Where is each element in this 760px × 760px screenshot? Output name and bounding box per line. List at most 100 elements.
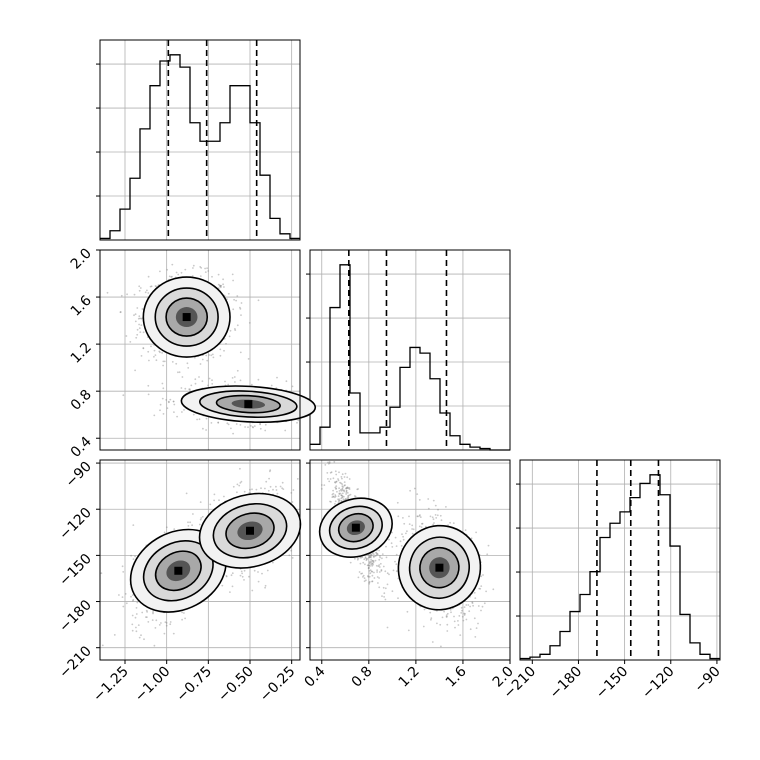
sample-point [435,517,438,519]
sample-point [169,623,172,626]
sample-point [395,545,398,547]
sample-point [266,569,269,572]
sample-point [134,555,137,558]
sample-point [432,523,434,526]
sample-point [431,641,434,643]
sample-point [198,418,201,421]
sample-point [375,552,378,554]
sample-point [199,275,202,277]
sample-point [166,407,169,410]
sample-point [202,427,204,430]
sample-point [347,487,350,490]
sample-point [165,526,168,529]
sample-point [239,482,242,484]
sample-point [163,531,166,534]
sample-point [269,469,272,472]
sample-point [369,555,372,557]
sample-point [420,526,423,528]
sample-point [138,315,141,318]
sample-point [383,592,386,595]
sample-point [345,487,348,490]
sample-point [402,535,404,538]
sample-point [358,571,361,573]
sample-point [148,359,150,362]
sample-point [192,513,194,515]
sample-point [134,616,137,619]
sample-point [382,565,385,568]
sample-point [385,556,388,559]
sample-point [171,263,174,266]
sample-point [206,267,209,270]
sample-point [374,559,377,562]
sample-point [272,488,274,491]
sample-point [173,528,176,530]
sample-point [142,347,145,350]
y-tick-label: −210 [56,643,95,682]
sample-point [329,471,332,474]
sample-point [465,618,468,621]
sample-point [234,328,236,330]
sample-point [180,387,183,389]
sample-point [429,515,432,518]
sample-point [409,489,411,492]
sample-point [236,324,239,327]
sample-point [330,501,332,503]
sample-point [376,552,379,555]
sample-point [334,481,336,484]
sample-point [368,581,371,584]
x-tick-label: −0.75 [174,664,216,706]
sample-point [343,489,345,492]
sample-point [464,612,466,615]
sample-point [462,619,465,622]
sample-point [408,523,411,525]
sample-point [131,623,134,626]
sample-point [189,521,192,524]
sample-point [178,371,181,374]
sample-point [334,495,337,498]
sample-point [147,393,150,396]
sample-point [406,610,409,613]
sample-point [136,601,139,604]
sample-point [445,614,448,616]
sample-point [372,555,375,558]
sample-point [291,557,294,559]
sample-point [338,499,341,502]
sample-point [268,477,270,480]
sample-point [348,494,351,497]
sample-point [474,597,477,599]
sample-point [341,487,344,490]
sample-point [364,556,367,559]
sample-point [177,273,180,276]
sample-point [344,498,347,500]
y-tick-label: 1.6 [68,293,95,320]
sample-point [345,486,348,489]
sample-point [337,495,340,497]
sample-point [132,598,135,601]
sample-point [348,478,351,480]
sample-point [340,482,342,485]
sample-point [252,426,255,429]
sample-point [227,292,230,295]
sample-point [297,419,300,422]
sample-point [217,283,220,286]
sample-point [167,400,170,403]
sample-point [194,378,197,381]
sample-point [362,574,365,577]
sample-point [328,462,331,464]
sample-point [185,492,188,495]
sample-point [147,350,150,353]
sample-point [407,629,410,632]
sample-point [372,560,375,562]
sample-point [264,487,266,490]
sample-point [140,317,143,320]
sample-point [320,484,323,486]
sample-point [189,388,191,391]
sample-point [250,383,253,386]
sample-point [372,561,375,564]
sample-point [480,575,483,578]
sample-point [337,479,340,482]
sample-point [131,594,134,596]
sample-point [147,292,150,294]
sample-point [332,492,335,495]
sample-point [411,528,413,530]
